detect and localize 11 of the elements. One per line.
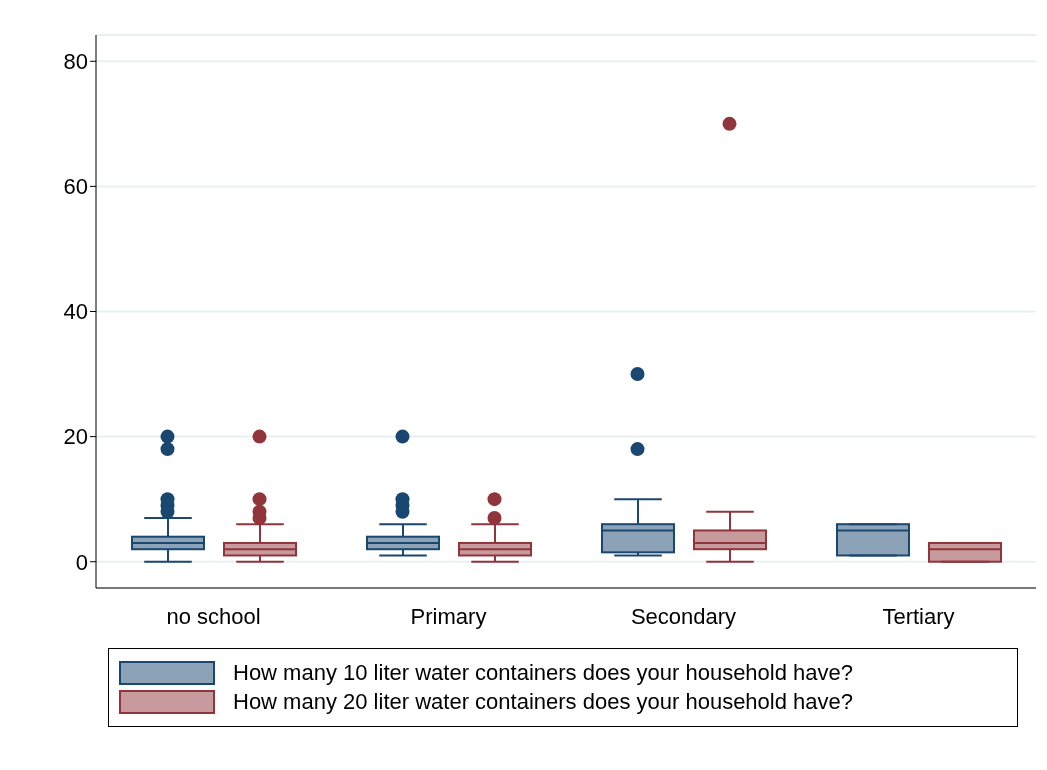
x-tick-label: Secondary bbox=[630, 603, 737, 629]
y-tick-label: 60 bbox=[63, 174, 88, 200]
x-tick-label: Tertiary bbox=[882, 603, 955, 629]
y-tick-label: 20 bbox=[63, 424, 88, 450]
legend-label: How many 20 liter water containers does your household have? bbox=[233, 689, 854, 715]
y-tick-label: 0 bbox=[75, 549, 88, 575]
y-tick-label: 40 bbox=[63, 299, 88, 325]
x-tick-label: no school bbox=[166, 603, 261, 629]
y-tick-label: 80 bbox=[63, 49, 88, 75]
x-tick-label: Primary bbox=[410, 603, 487, 629]
legend-label: How many 10 liter water containers does your household have? bbox=[233, 660, 854, 686]
